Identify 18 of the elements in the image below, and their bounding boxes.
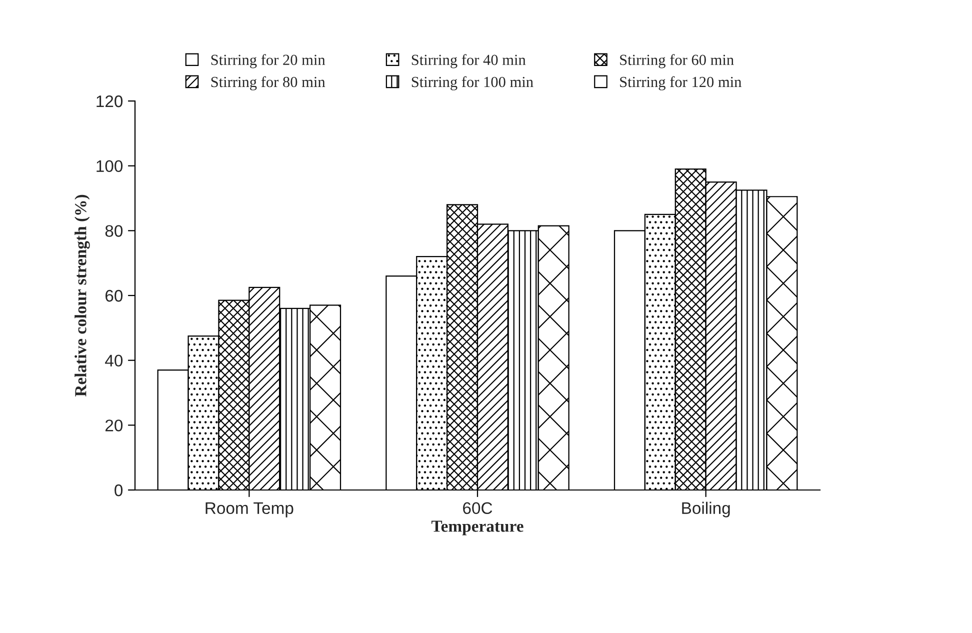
x-axis-title: Temperature — [431, 520, 524, 536]
y-axis-title: Relative colour strength (%) — [74, 194, 90, 397]
y-tick-label: 60 — [106, 290, 123, 302]
legend-label: Stirring for 120 min — [620, 76, 742, 90]
y-tick-label: 80 — [105, 225, 123, 237]
legend-label: Stirring for 100 min — [412, 76, 534, 90]
y-tick-label: 0 — [114, 484, 123, 496]
x-tick-label: Boiling — [682, 502, 730, 518]
legend-label: Stirring for 40 min — [412, 54, 526, 68]
x-tick-label: 60C — [463, 502, 492, 514]
y-tick-label: 40 — [105, 354, 123, 367]
x-tick-label: Room Temp — [206, 502, 294, 518]
y-tick-label: 120 — [96, 95, 123, 108]
y-tick-label: 20 — [105, 420, 123, 432]
legend-label: Stirring for 80 min — [211, 76, 326, 90]
legend-label: Stirring for 60 min — [620, 54, 734, 68]
y-tick-label: 100 — [96, 160, 123, 172]
legend-label: Stirring for 20 min — [211, 54, 326, 68]
